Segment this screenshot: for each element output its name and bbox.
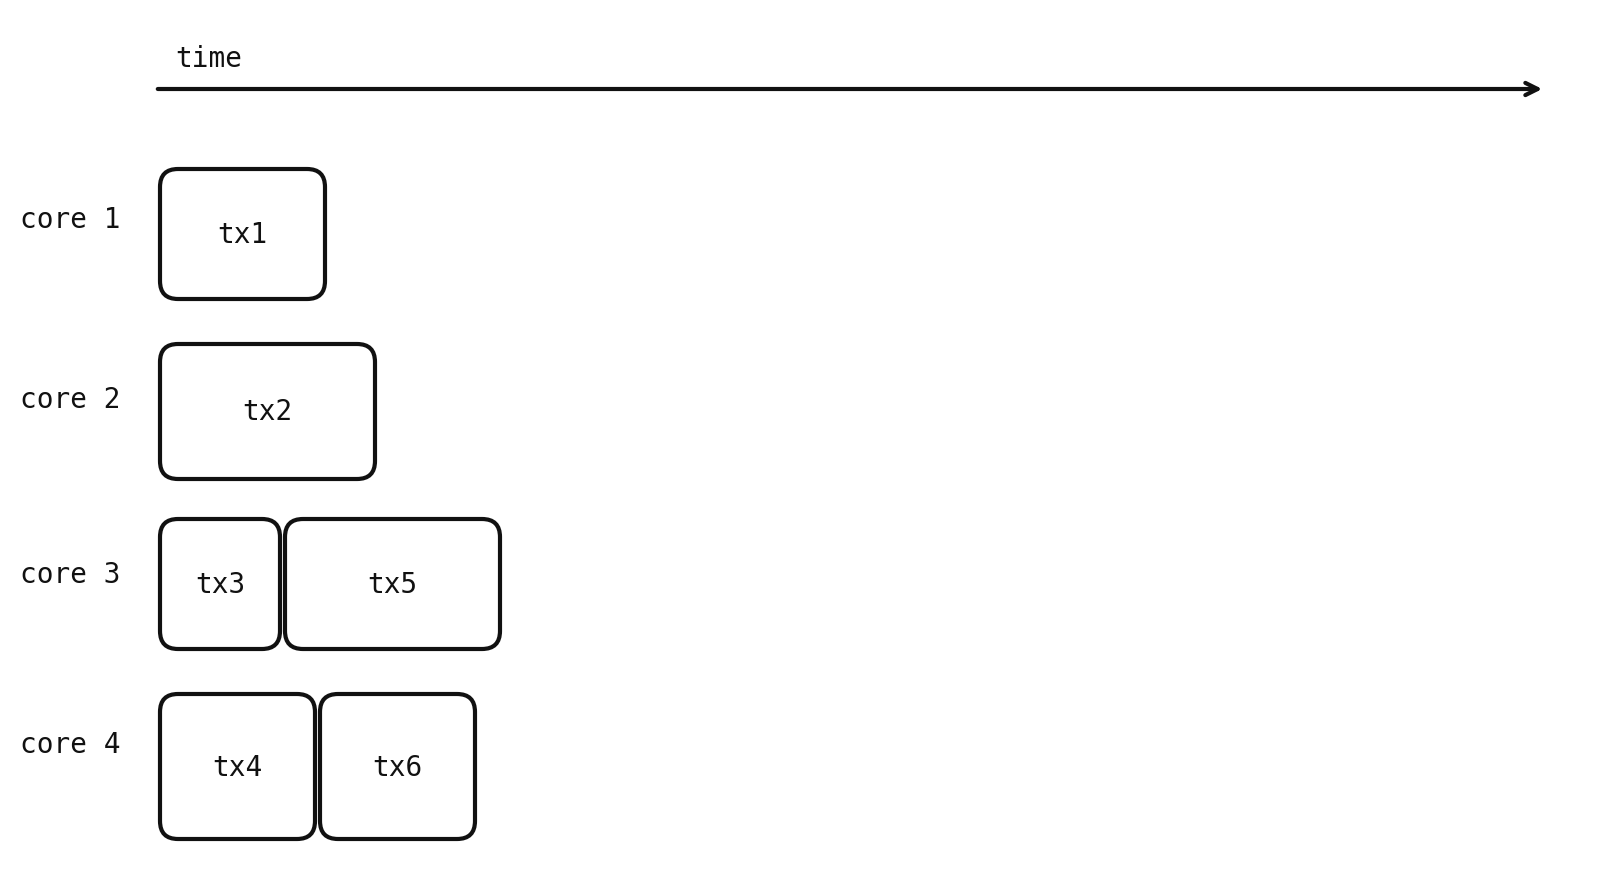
FancyBboxPatch shape bbox=[320, 695, 475, 839]
FancyBboxPatch shape bbox=[160, 170, 325, 299]
Text: tx4: tx4 bbox=[213, 753, 262, 780]
Text: time: time bbox=[174, 45, 242, 73]
Text: tx2: tx2 bbox=[242, 398, 293, 426]
Text: core 1: core 1 bbox=[19, 206, 120, 233]
FancyBboxPatch shape bbox=[160, 695, 315, 839]
Text: tx6: tx6 bbox=[373, 753, 422, 780]
Text: core 4: core 4 bbox=[19, 730, 120, 758]
Text: core 2: core 2 bbox=[19, 385, 120, 414]
FancyBboxPatch shape bbox=[160, 344, 374, 479]
FancyBboxPatch shape bbox=[160, 519, 280, 649]
Text: tx3: tx3 bbox=[195, 570, 245, 598]
Text: tx5: tx5 bbox=[368, 570, 418, 598]
Text: tx1: tx1 bbox=[218, 221, 267, 249]
FancyBboxPatch shape bbox=[285, 519, 499, 649]
Text: core 3: core 3 bbox=[19, 561, 120, 588]
